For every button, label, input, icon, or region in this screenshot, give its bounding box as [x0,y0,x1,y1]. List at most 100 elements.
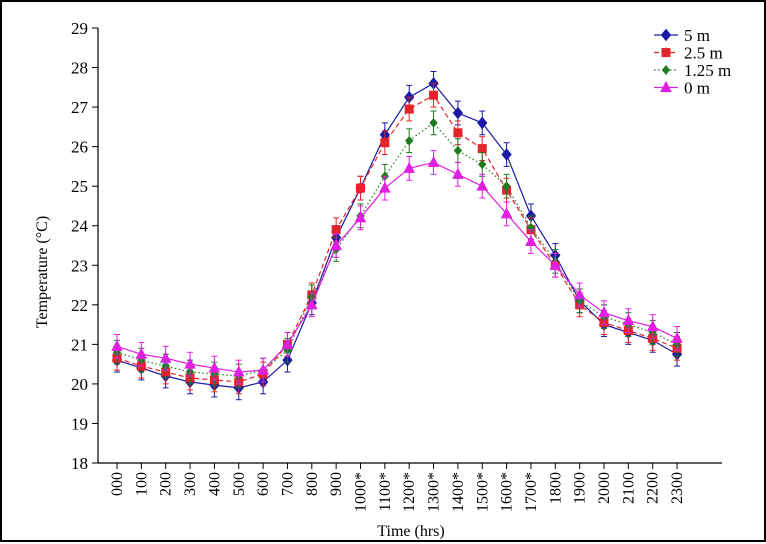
legend-entry: 2.5 m [654,44,723,63]
x-axis-label: Time (hrs) [377,523,444,540]
x-tick-label: 1300* [426,472,443,512]
data-point [380,138,390,148]
series-line [116,94,678,383]
y-tick-label: 18 [71,454,88,473]
x-tick-label: 400 [206,472,223,496]
x-tick-label: 2000 [596,472,613,504]
data-point [208,361,221,373]
x-tick-label: 1500* [474,472,491,512]
data-point [404,104,414,114]
x-tick-label: 2100 [620,472,637,504]
data-point [501,148,512,161]
legend-label: 1.25 m [684,61,731,80]
data-point [429,90,439,100]
legend-marker [660,80,672,92]
data-point [478,159,487,170]
x-tick-label: 100 [133,472,150,496]
data-point [500,207,513,219]
data-point [598,306,610,318]
legend-label: 0 m [684,79,710,98]
x-tick-label: 200 [158,472,175,496]
legend-marker [661,48,671,57]
data-point [549,258,562,270]
data-point [405,135,414,146]
data-point [453,128,463,138]
y-tick-label: 29 [71,19,88,38]
x-tick-label: 1600* [499,472,516,512]
legend-entry: 1.25 m [654,61,731,80]
y-tick-label: 28 [71,59,88,78]
x-tick-label: 1000* [353,472,370,512]
y-tick-label: 25 [71,177,88,196]
series-0-m [111,150,683,385]
y-axis-label: Temperature (°C) [34,216,51,328]
data-point [232,365,245,377]
series-5-m [111,71,683,401]
legend: 5 m2.5 m1.25 m0 m [654,26,731,98]
data-point [379,181,391,193]
legend-marker [660,28,672,42]
y-tick-label: 26 [71,138,88,157]
legend-label: 5 m [684,26,710,45]
data-point [281,337,294,349]
x-tick-label: 1900 [572,472,589,504]
x-tick-label: 800 [304,472,321,496]
legend-entry: 5 m [654,26,710,45]
legend-marker [661,65,671,75]
x-tick-label: 2200 [645,472,662,504]
data-point [671,331,683,343]
y-tick-label: 27 [71,98,89,117]
data-point [453,145,463,156]
legend-label: 2.5 m [684,44,723,63]
y-tick-label: 24 [71,217,89,236]
y-tick-label: 22 [71,296,88,315]
data-point [356,183,365,193]
data-point [477,144,487,154]
x-tick-label: 1400* [450,472,467,512]
data-point [427,155,440,167]
data-point [573,288,586,300]
series-2_5-m [112,82,682,395]
series-1_25-m [112,110,682,389]
data-point [331,225,341,235]
x-tick-label: 700 [279,472,296,496]
data-point [622,314,635,326]
x-tick-label: 900 [328,472,345,496]
x-tick-label: 000 [109,472,126,496]
y-tick-label: 21 [71,335,88,354]
data-point [452,106,464,120]
legend-entry: 0 m [654,79,710,98]
y-tick-label: 23 [71,256,88,275]
series-line [116,122,678,377]
data-point [257,363,269,375]
data-point [184,357,196,369]
data-point [525,234,537,247]
x-tick-label: 2300 [669,472,686,504]
y-tick-label: 19 [71,414,88,433]
data-point [330,238,342,250]
data-point [305,298,318,310]
data-point [159,351,172,363]
x-tick-label: 1800 [547,472,564,504]
data-point [646,319,659,332]
series-line [116,161,678,373]
y-tick-label: 20 [71,375,88,394]
data-point [429,118,438,128]
x-tick-label: 1700* [523,472,540,512]
data-point [135,347,148,359]
data-point [354,211,367,223]
data-point [502,181,511,191]
x-tick-label: 500 [231,472,248,496]
x-tick-label: 1200* [401,472,418,512]
x-tick-label: 1100* [377,472,394,511]
data-point [476,179,489,191]
series-line [116,82,678,389]
data-point [452,167,464,179]
series-layer [111,71,683,401]
axes: 18 19 20 21 22 23 24 25 26 27 28 29 000 100 200 300 400 5… [71,19,722,512]
data-point [403,161,416,173]
x-tick-label: 300 [182,472,199,496]
data-point [111,339,123,351]
